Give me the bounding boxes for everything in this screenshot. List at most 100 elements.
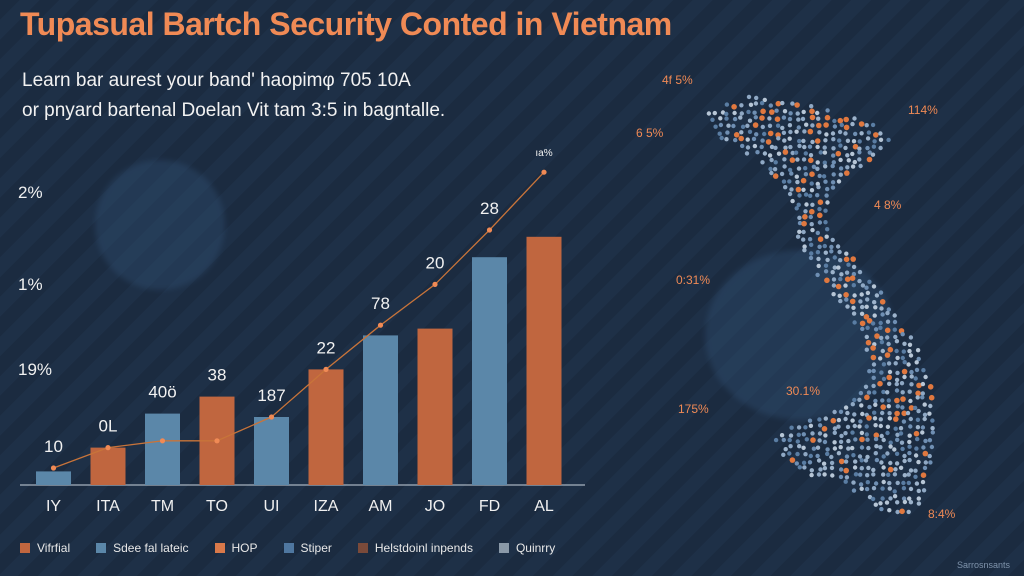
map-dot <box>817 438 822 443</box>
map-dot <box>823 416 828 421</box>
map-dot <box>864 486 870 492</box>
map-dot <box>908 398 913 404</box>
map-dot <box>886 341 891 347</box>
map-dot <box>851 311 857 316</box>
map-dot <box>808 214 813 220</box>
map-dot <box>781 452 786 457</box>
map-dot <box>824 193 829 198</box>
bar <box>308 369 344 485</box>
map-dot <box>914 446 919 451</box>
map-dot <box>807 237 813 242</box>
map-dot <box>801 445 806 450</box>
map-dot <box>908 405 915 411</box>
map-dot <box>844 170 850 176</box>
map-dot <box>873 436 879 442</box>
trend-point <box>486 227 493 233</box>
map-dot <box>836 424 841 429</box>
map-dot <box>731 123 736 129</box>
map-dot <box>878 423 883 429</box>
map-dot <box>738 115 743 120</box>
map-dot <box>864 424 869 429</box>
map-dot <box>844 270 850 275</box>
map-dot <box>739 130 744 135</box>
map-dot <box>830 237 835 243</box>
map-dot <box>739 111 744 116</box>
map-dot <box>783 145 788 150</box>
map-dot <box>832 426 838 431</box>
map-dot <box>732 116 738 122</box>
map-dot <box>815 230 820 236</box>
map-dot <box>838 172 843 177</box>
map-dot <box>788 129 793 135</box>
map-dot <box>916 459 921 465</box>
data-label: 0L <box>99 417 118 436</box>
map-dot <box>807 128 814 135</box>
map-dot <box>907 389 912 394</box>
map-dot <box>894 451 900 456</box>
map-dot <box>836 451 842 456</box>
trend-point <box>268 414 275 420</box>
map-dot <box>851 480 856 485</box>
map-dot <box>927 411 932 416</box>
map-dot <box>797 229 802 234</box>
map-dot <box>908 468 914 473</box>
bar <box>526 236 562 485</box>
trend-point <box>541 169 547 175</box>
map-dot <box>920 425 926 430</box>
map-dot <box>853 459 858 464</box>
map-dot <box>865 454 870 460</box>
map-dot <box>866 156 873 163</box>
map-dot <box>796 432 801 437</box>
map-dot <box>892 472 898 477</box>
map-dot <box>908 416 913 422</box>
map-dot <box>914 367 920 373</box>
map-dot <box>759 100 765 106</box>
map-dot <box>810 227 815 233</box>
map-dot <box>793 150 799 155</box>
map-dot <box>881 437 886 443</box>
map-dot <box>865 145 870 151</box>
map-dot <box>873 502 878 507</box>
x-tick-label: TM <box>151 498 174 515</box>
map-dot <box>802 214 808 220</box>
map-dot <box>752 122 759 128</box>
map-dot <box>913 453 919 458</box>
map-dot <box>880 410 885 416</box>
map-dot <box>916 408 921 414</box>
map-dot <box>822 439 828 445</box>
map-dot <box>762 131 767 137</box>
map-dot <box>830 270 835 275</box>
map-dot <box>817 212 823 219</box>
legend-item: Sdee fal lateic <box>96 541 189 555</box>
map-dot <box>845 138 851 143</box>
map-dot <box>859 430 865 436</box>
map-dot <box>871 362 877 367</box>
subtitle-line-2: or pnyard bartenal Doelan Vit tam 3:5 in… <box>22 100 446 121</box>
map-dot <box>839 433 844 439</box>
map-dot <box>746 94 752 100</box>
map-dot <box>747 118 753 123</box>
map-dot <box>859 403 864 408</box>
map-dot <box>838 467 844 472</box>
map-dot <box>901 368 908 375</box>
map-dot <box>836 417 842 423</box>
map-dot <box>775 100 782 107</box>
map-dot <box>873 132 879 138</box>
map-dot <box>809 108 815 115</box>
map-dot <box>822 145 827 150</box>
map-dot <box>881 479 886 485</box>
map-dot <box>825 200 830 205</box>
map-dot <box>867 150 872 155</box>
map-dot <box>803 172 809 177</box>
map-dot <box>824 114 831 121</box>
map-dot <box>779 171 785 177</box>
map-dot <box>930 418 935 423</box>
map-dot <box>858 472 863 477</box>
map-dot <box>789 457 796 463</box>
watermark: Sarrosnsants <box>956 560 1010 570</box>
map-dot <box>887 411 892 416</box>
trend-point <box>432 281 438 287</box>
map-dot <box>762 151 768 156</box>
map-dot <box>759 144 764 150</box>
map-dot <box>772 173 779 179</box>
